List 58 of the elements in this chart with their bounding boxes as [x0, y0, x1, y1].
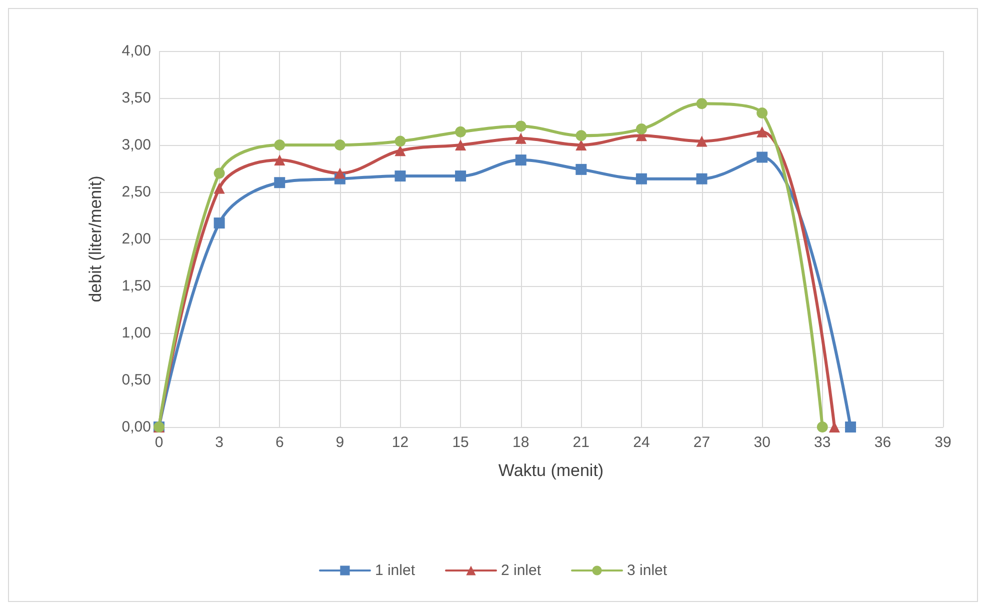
point	[334, 140, 346, 150]
x-tick-label: 21	[572, 434, 590, 451]
y-tick-label: 3,50	[122, 90, 151, 106]
x-tick-label: 9	[336, 434, 344, 451]
point	[636, 173, 647, 184]
point	[756, 152, 768, 163]
point	[455, 126, 466, 138]
point	[515, 120, 526, 132]
point	[334, 168, 346, 179]
point	[274, 177, 286, 188]
point	[756, 126, 768, 138]
legend-label: 3 inlet	[627, 562, 668, 579]
point	[696, 98, 708, 110]
point	[696, 173, 708, 184]
x-axis-title: Waktu (menit)	[498, 461, 604, 480]
x-tick-label: 0	[154, 434, 164, 451]
point	[576, 140, 587, 150]
point	[515, 132, 526, 144]
point	[394, 145, 406, 156]
point	[214, 168, 225, 179]
y-tick-label: 2,00	[122, 230, 151, 248]
point	[455, 170, 466, 182]
point	[274, 140, 286, 150]
x-tick-label: 36	[874, 434, 892, 451]
x-tick-label: 27	[693, 434, 710, 451]
point	[696, 136, 708, 147]
point	[394, 170, 406, 182]
point	[576, 164, 587, 175]
y-axis-title: debit (liter/menit)	[86, 176, 105, 302]
x-tick-label: 39	[934, 434, 952, 451]
y-tick-label: 3,00	[122, 136, 151, 154]
y-tick-label: 1,00	[122, 324, 151, 342]
y-tick-label: 1,50	[122, 278, 151, 294]
legend-label: 2 inlet	[500, 562, 542, 579]
point	[515, 154, 526, 166]
point	[636, 124, 647, 135]
x-tick-label: 33	[814, 434, 831, 451]
x-tick-label: 3	[215, 434, 224, 451]
x-tick-label: 12	[392, 434, 409, 451]
point	[756, 108, 768, 119]
point	[816, 422, 828, 432]
point	[455, 140, 466, 150]
point	[576, 130, 587, 142]
point	[214, 182, 225, 194]
y-tick-label: 0,00	[122, 418, 151, 436]
x-tick-label: 24	[633, 434, 650, 451]
point	[274, 154, 286, 166]
x-tick-label: 6	[275, 434, 284, 451]
legend-label: 1 inlet	[374, 562, 416, 579]
x-tick-label: 18	[512, 434, 530, 451]
y-tick-label: 0,50	[122, 372, 151, 388]
y-tick-label: 4,00	[122, 42, 151, 60]
point	[845, 422, 856, 432]
x-tick-label: 15	[452, 434, 469, 451]
y-tick-label: 2,50	[122, 184, 151, 200]
point	[394, 136, 406, 147]
x-tick-label: 30	[754, 434, 770, 451]
point	[214, 218, 225, 229]
